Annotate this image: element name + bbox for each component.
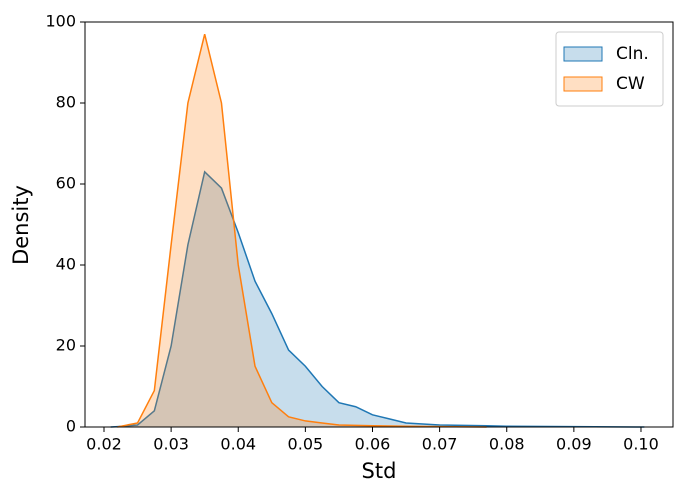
density-area [110, 171, 645, 427]
x-axis-label: Std [362, 459, 397, 483]
y-tick-label: 0 [66, 417, 76, 436]
x-tick-label: 0.06 [355, 435, 391, 454]
plot-frame [84, 21, 674, 428]
y-tick-label: 80 [56, 93, 76, 112]
legend-label: Cln. [616, 44, 649, 64]
x-tick-label: 0.02 [86, 435, 122, 454]
x-tick-label: 0.09 [556, 435, 592, 454]
y-tick-label: 40 [56, 255, 76, 274]
x-tick-label: 0.04 [220, 435, 256, 454]
y-tick-label: 60 [56, 174, 76, 193]
legend-swatch [563, 76, 603, 92]
x-tick-label: 0.10 [623, 435, 659, 454]
x-tick-label: 0.05 [288, 435, 324, 454]
y-axis-label: Density [9, 185, 33, 265]
y-tick-label: 20 [56, 336, 76, 355]
x-tick-label: 0.03 [153, 435, 189, 454]
x-tick-label: 0.08 [489, 435, 525, 454]
legend-swatch [563, 46, 603, 62]
density-line [117, 33, 487, 428]
legend-label: CW [616, 74, 645, 94]
y-tick-label: 100 [45, 12, 76, 31]
legend-box [555, 31, 664, 107]
density-line [110, 170, 645, 428]
x-tick-label: 0.07 [422, 435, 458, 454]
density-area [117, 34, 487, 428]
